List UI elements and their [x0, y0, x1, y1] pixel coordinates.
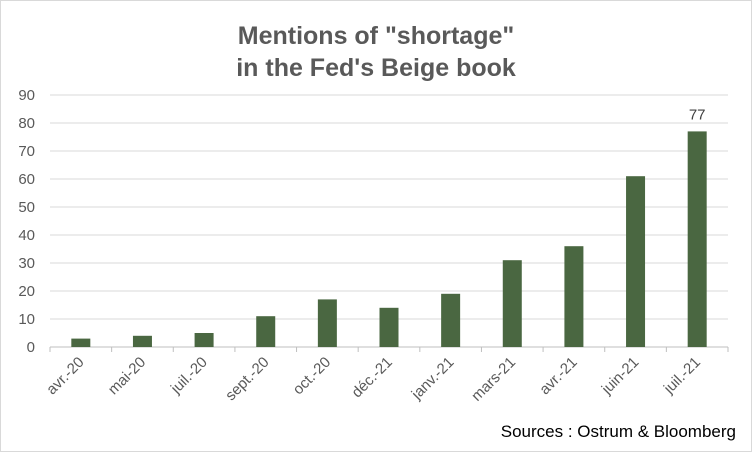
source-note: Sources : Ostrum & Bloomberg: [500, 422, 736, 441]
bar: [317, 299, 337, 347]
y-tick-label: 60: [18, 171, 35, 188]
y-tick-label: 80: [18, 115, 35, 132]
y-tick-label: 30: [18, 255, 35, 272]
bar: [256, 316, 276, 347]
y-tick-label: 20: [18, 283, 35, 300]
bar: [687, 131, 707, 347]
y-tick-label: 90: [18, 87, 35, 104]
y-tick-label: 50: [18, 199, 35, 216]
x-tick-label: sept.-20: [222, 354, 272, 404]
bar: [132, 335, 152, 347]
x-tick-label: avr.-20: [43, 354, 87, 398]
x-tick-label: janv.-21: [408, 354, 458, 404]
x-tick-label: oct.-20: [290, 354, 334, 398]
x-tick-label: mars-21: [468, 354, 519, 405]
x-tick-label: mai-20: [105, 354, 149, 398]
bar: [626, 176, 646, 347]
y-tick-label: 70: [18, 143, 35, 160]
chart-title: Mentions of "shortage" in the Fed's Beig…: [0, 20, 752, 84]
bar: [194, 333, 214, 347]
x-tick-label: juil.-21: [660, 354, 704, 398]
bar: [71, 338, 91, 347]
x-tick-label: avr.-21: [536, 354, 580, 398]
bar: [564, 246, 584, 347]
y-tick-label: 40: [18, 227, 35, 244]
bar: [379, 307, 399, 347]
x-tick-label: déc.-21: [348, 354, 395, 401]
y-tick-label: 10: [18, 311, 35, 328]
x-tick-label: juin-21: [598, 354, 643, 399]
chart-title-line-2: in the Fed's Beige book: [236, 54, 516, 82]
bar: [441, 293, 461, 347]
bar: [502, 260, 522, 347]
data-label: 77: [689, 106, 706, 123]
y-tick-label: 0: [27, 339, 35, 356]
x-tick-label: juil.-20: [167, 354, 211, 398]
chart-title-line-1: Mentions of "shortage": [237, 22, 515, 50]
